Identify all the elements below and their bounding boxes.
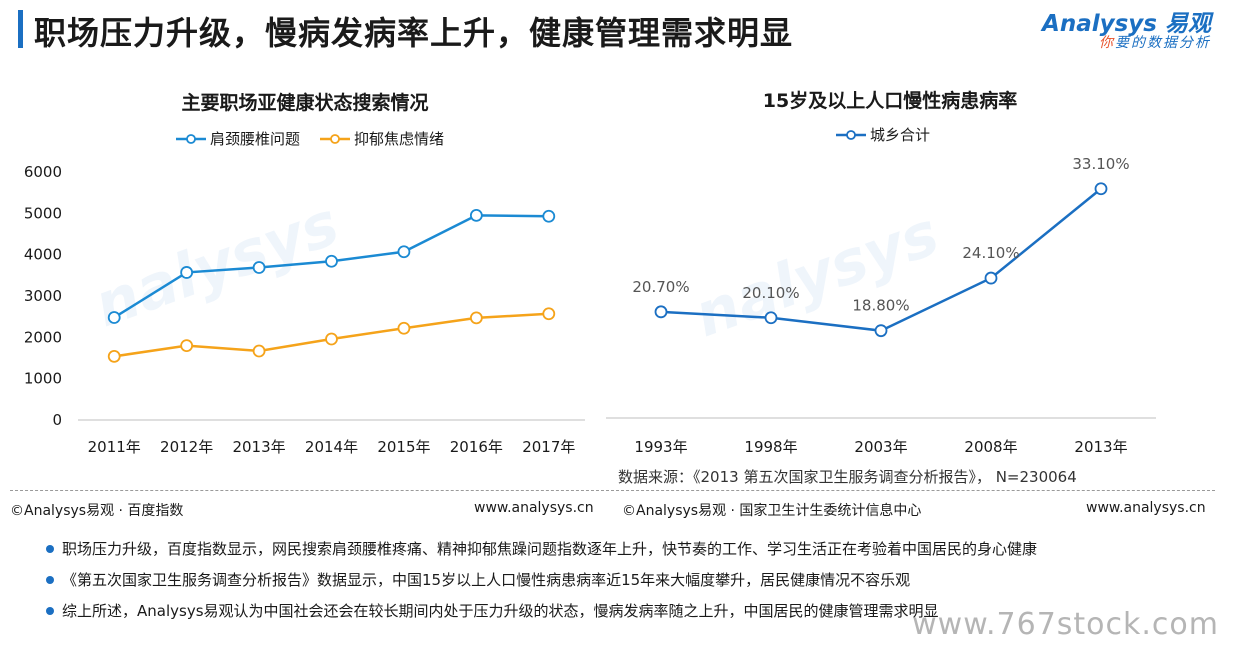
left-series-1-point [107, 311, 121, 324]
data-source-note: 数据来源：《2013 第五次国家卫生服务调查分析报告》， N=230064 [618, 468, 1077, 486]
legend-swatch-orange-icon [320, 133, 351, 144]
right-chart-title: 15岁及以上人口慢性病患病率 [762, 90, 1018, 112]
brand-logo: Analysys 易观 你要的数据分析 [1042, 4, 1211, 52]
summary-bullets: 职场压力升级，百度指数显示，网民搜索肩颈腰椎疼痛、精神抑郁焦躁问题指数逐年上升，… [46, 538, 1037, 631]
left-series-2-point [325, 332, 338, 346]
left-x-tick-label: 2012年 [160, 438, 213, 456]
logo-main-text: Analysys 易观 [1042, 11, 1211, 37]
legend-item-series-3: 城乡合计 [836, 124, 930, 145]
summary-bullet-3: 综上所述，Analysys易观认为中国社会还会在较长期间内处于压力升级的状态，慢… [46, 600, 1037, 631]
left-series-1-point [180, 266, 194, 279]
left-series-1-point [252, 261, 266, 274]
left-line-chart: 0 1000 2000 3000 4000 5000 6000 2011年 2012年 2013年… [24, 163, 585, 456]
left-x-tick-label: 2014年 [305, 438, 358, 456]
left-series-1-point [542, 209, 556, 223]
left-series-1-point [469, 209, 483, 222]
left-series-2-point [397, 321, 411, 335]
left-series-2-point [107, 349, 121, 363]
legend-label-series-3: 城乡合计 [870, 126, 931, 144]
right-x-tick-label: 1993年 [634, 438, 687, 456]
legend-label-series-2: 抑郁焦虑情绪 [354, 130, 445, 148]
left-y-tick-label: 6000 [24, 163, 62, 181]
left-series-2-point [252, 344, 266, 358]
right-x-tick-label: 2008年 [964, 438, 1017, 456]
footer-divider [10, 490, 1215, 491]
left-y-tick-label: 0 [52, 411, 62, 429]
right-site-link[interactable]: www.analysys.cn [1086, 500, 1206, 516]
right-x-tick-label: 2013年 [1074, 438, 1127, 456]
page-title: 职场压力升级，慢病发病率上升，健康管理需求明显 [34, 14, 794, 52]
right-chart-legend: 城乡合计 [836, 124, 950, 145]
legend-swatch-dark-blue-icon [836, 129, 866, 140]
legend-label-series-1: 肩颈腰椎问题 [210, 130, 301, 148]
legend-item-series-2: 抑郁焦虑情绪 [320, 128, 444, 149]
legend-swatch-blue-icon [176, 133, 206, 144]
right-line-chart: 1993年 1998年 2003年 2008年 2013年 20.70% 20.10% 18.… [606, 155, 1156, 456]
left-y-tick-label: 5000 [24, 204, 62, 222]
title-accent-bar [18, 10, 23, 48]
left-y-tick-label: 3000 [24, 287, 62, 305]
right-data-label: 33.10% [1072, 155, 1129, 173]
left-series-2-point [469, 311, 483, 325]
left-x-tick-label: 2015年 [377, 438, 430, 456]
right-series-point [874, 324, 888, 338]
left-x-tick-label: 2017年 [522, 438, 575, 456]
left-y-tick-label: 1000 [24, 370, 62, 388]
right-copyright: ©Analysys易观 · 国家卫生计生委统计信息中心 [622, 503, 922, 519]
right-data-label: 20.70% [632, 278, 689, 296]
left-chart-legend: 肩颈腰椎问题 抑郁焦虑情绪 [176, 128, 464, 149]
logo-tagline: 你要的数据分析 [1099, 32, 1211, 52]
right-series-point [764, 311, 778, 325]
left-series-2-point [180, 339, 194, 353]
left-x-tick-label: 2016年 [450, 438, 503, 456]
left-series-1-point [325, 254, 338, 268]
right-x-tick-label: 1998年 [744, 438, 797, 456]
left-series-2-point [542, 307, 556, 321]
left-x-tick-label: 2013年 [232, 438, 285, 456]
right-x-tick-label: 2003年 [854, 438, 907, 456]
left-y-tick-label: 4000 [24, 246, 62, 264]
right-data-label: 20.10% [742, 284, 799, 302]
left-y-tick-label: 2000 [24, 328, 62, 346]
summary-bullet-2: 《第五次国家卫生服务调查分析报告》数据显示，中国15岁以上人口慢性病患病率近15… [46, 569, 1037, 600]
left-chart-title: 主要职场亚健康状态搜索情况 [181, 92, 429, 114]
site-watermark: www.767stock.com [912, 607, 1219, 642]
summary-bullet-1: 职场压力升级，百度指数显示，网民搜索肩颈腰椎疼痛、精神抑郁焦躁问题指数逐年上升，… [46, 538, 1037, 569]
left-x-tick-label: 2011年 [88, 438, 141, 456]
left-copyright: ©Analysys易观 · 百度指数 [10, 503, 184, 519]
left-site-link[interactable]: www.analysys.cn [474, 500, 594, 516]
right-series-point [654, 305, 668, 319]
logo-tagline-rest: 要的数据分析 [1115, 35, 1211, 51]
right-series-point [984, 271, 998, 285]
left-series-1-point [397, 245, 411, 259]
right-series-point [1094, 182, 1108, 196]
right-data-label: 24.10% [962, 244, 1019, 262]
right-data-label: 18.80% [852, 297, 909, 315]
logo-tagline-accent: 你 [1099, 35, 1115, 51]
legend-item-series-1: 肩颈腰椎问题 [176, 128, 300, 149]
